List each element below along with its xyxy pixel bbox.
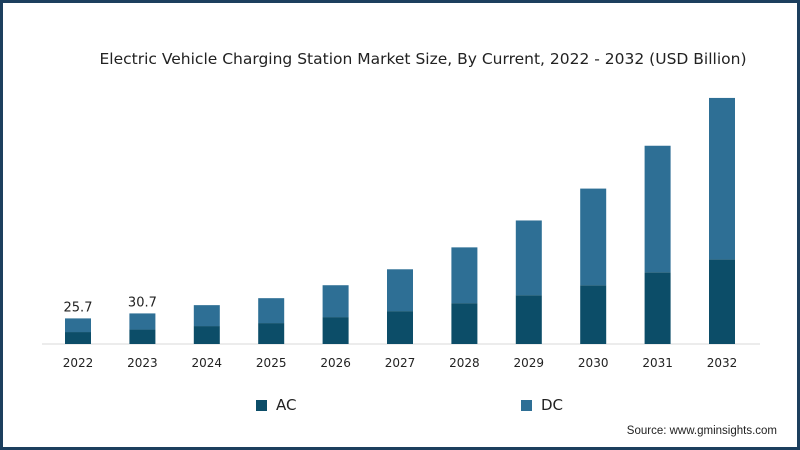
bar-ac-2030 xyxy=(580,285,607,344)
bar-ac-2024 xyxy=(193,326,220,344)
x-tick-label-2022: 2022 xyxy=(63,356,94,370)
x-tick-label-2032: 2032 xyxy=(707,356,738,370)
bar-ac-2022 xyxy=(65,332,91,344)
bar-dc-2029 xyxy=(515,220,542,296)
bar-dc-2022 xyxy=(65,318,91,333)
bar-ac-2031 xyxy=(644,272,671,344)
bar-ac-2027 xyxy=(387,311,413,344)
x-tick-label-2024: 2024 xyxy=(192,356,223,370)
source-note: Source: www.gminsights.com xyxy=(626,425,777,437)
legend-item-dc: DC xyxy=(521,396,563,414)
bar-dc-2023 xyxy=(129,313,156,330)
x-tick-label-2029: 2029 xyxy=(514,356,545,370)
bar-dc-2030 xyxy=(580,188,607,286)
legend-swatch-dc xyxy=(521,399,532,411)
bar-ac-2029 xyxy=(515,295,542,344)
bar-ac-2023 xyxy=(129,329,156,344)
data-label-2022: 25.7 xyxy=(64,300,93,315)
legend-label-ac: AC xyxy=(276,396,297,414)
bar-dc-2026 xyxy=(322,285,349,318)
chart-title: Electric Vehicle Charging Station Market… xyxy=(99,50,747,68)
x-tick-label-2023: 2023 xyxy=(127,356,158,370)
legend: AC DC xyxy=(3,396,800,416)
bar-dc-2032 xyxy=(709,97,735,260)
x-tick-label-2025: 2025 xyxy=(256,356,287,370)
bar-dc-2024 xyxy=(193,305,220,327)
x-tick-label-2031: 2031 xyxy=(642,356,673,370)
bar-ac-2026 xyxy=(322,317,349,344)
bar-dc-2031 xyxy=(644,145,671,273)
bar-dc-2028 xyxy=(451,247,478,304)
legend-label-dc: DC xyxy=(541,396,564,414)
x-tick-label-2030: 2030 xyxy=(578,356,609,370)
data-label-2023: 30.7 xyxy=(128,295,157,310)
legend-item-ac: AC xyxy=(256,396,296,414)
legend-swatch-ac xyxy=(256,399,267,411)
bar-ac-2028 xyxy=(451,303,478,344)
x-tick-label-2027: 2027 xyxy=(385,356,416,370)
bar-ac-2025 xyxy=(258,323,285,344)
x-tick-label-2026: 2026 xyxy=(320,356,351,370)
bar-dc-2027 xyxy=(387,269,413,312)
x-tick-label-2028: 2028 xyxy=(449,356,480,370)
bar-chart: 2022 2023 2024 2025 2026 2027 2028 2029 2030 2031… xyxy=(42,97,760,370)
bar-ac-2032 xyxy=(709,259,735,344)
bar-dc-2025 xyxy=(258,298,285,324)
